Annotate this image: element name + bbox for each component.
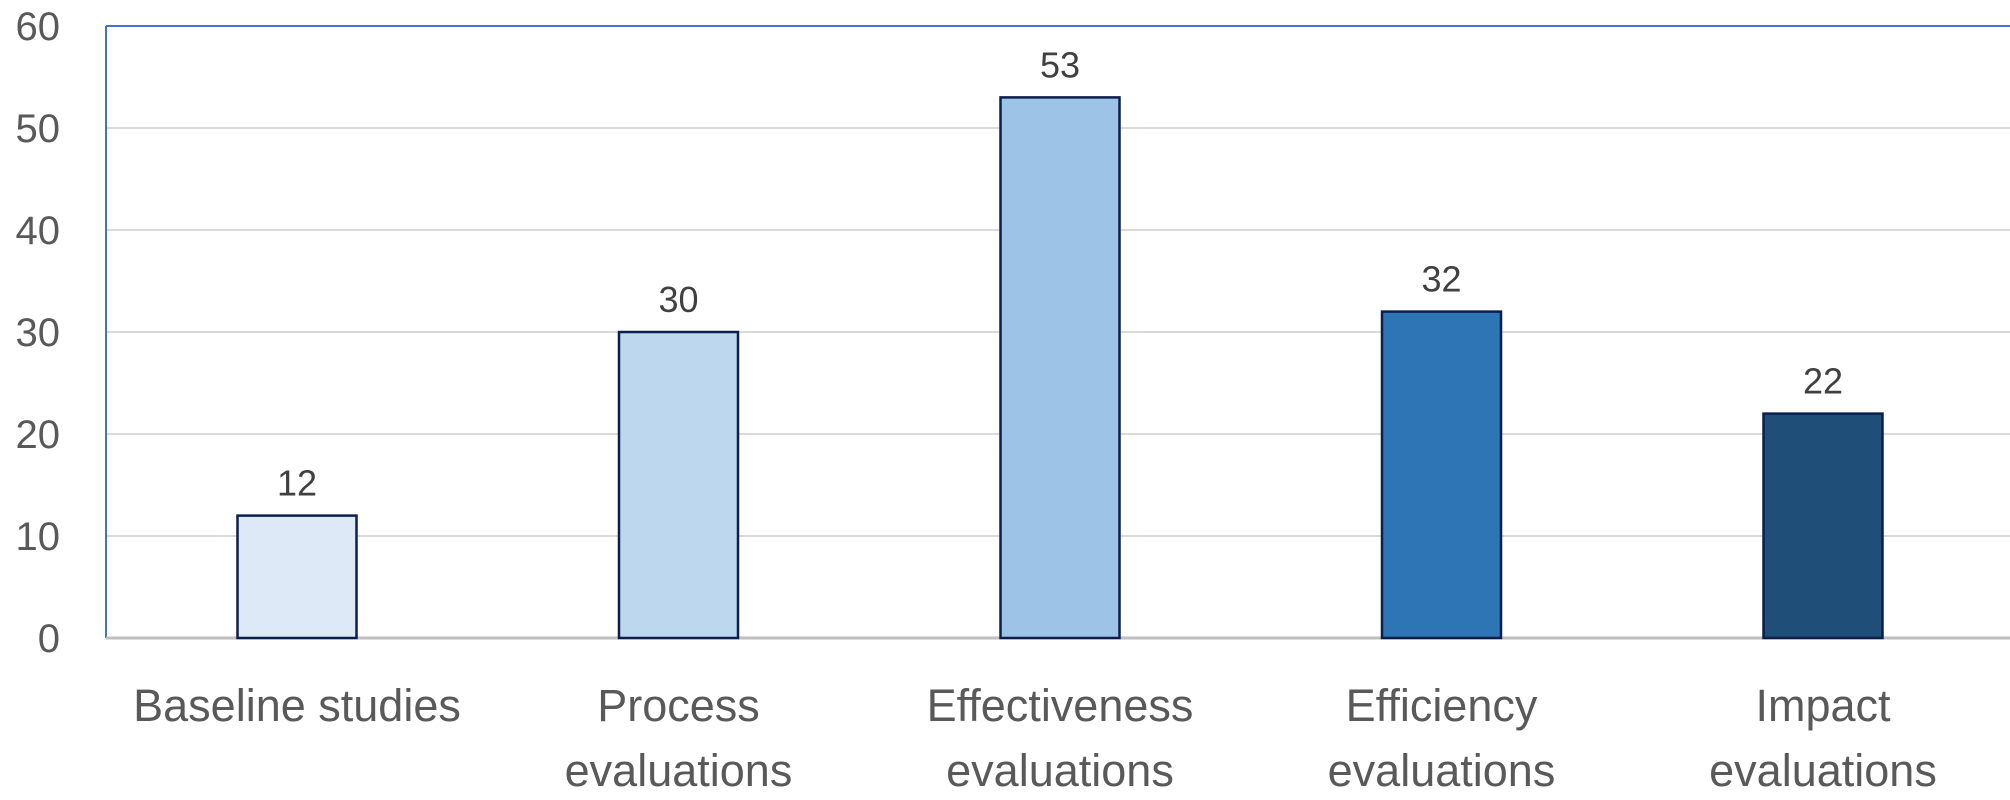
x-tick-label: Effectiveness bbox=[927, 680, 1194, 731]
x-tick-label: Efficiency bbox=[1346, 680, 1538, 731]
data-label: 12 bbox=[277, 463, 317, 504]
bar bbox=[236, 514, 358, 640]
data-labels: 12 30 53 32 22 bbox=[277, 44, 1843, 503]
x-tick-label: Process bbox=[597, 680, 760, 731]
bar bbox=[1380, 310, 1503, 640]
y-tick-label: 60 bbox=[16, 5, 61, 49]
y-tick-label: 10 bbox=[16, 515, 61, 559]
y-axis-tick-labels: 0 10 20 30 40 50 60 bbox=[16, 5, 61, 661]
y-tick-label: 40 bbox=[16, 209, 61, 253]
bar bbox=[999, 96, 1121, 640]
y-tick-label: 0 bbox=[38, 617, 60, 661]
bars bbox=[236, 96, 1884, 640]
data-label: 30 bbox=[658, 279, 698, 320]
y-tick-label: 30 bbox=[16, 311, 61, 355]
data-label: 32 bbox=[1421, 259, 1461, 300]
data-label: 53 bbox=[1040, 44, 1080, 85]
x-tick-label: evaluations bbox=[565, 745, 793, 795]
x-tick-label: Impact bbox=[1755, 680, 1891, 731]
y-tick-label: 50 bbox=[16, 107, 61, 151]
bar bbox=[1762, 412, 1884, 640]
x-tick-label: evaluations bbox=[1709, 745, 1937, 795]
bar bbox=[617, 330, 740, 640]
x-axis-category-labels: Baseline studies Process evaluations Effect… bbox=[133, 680, 1937, 796]
y-tick-label: 20 bbox=[16, 413, 61, 457]
x-tick-label: evaluations bbox=[946, 745, 1174, 795]
data-label: 22 bbox=[1803, 361, 1843, 402]
x-tick-label: Baseline studies bbox=[133, 680, 461, 731]
x-tick-label: evaluations bbox=[1328, 745, 1556, 795]
